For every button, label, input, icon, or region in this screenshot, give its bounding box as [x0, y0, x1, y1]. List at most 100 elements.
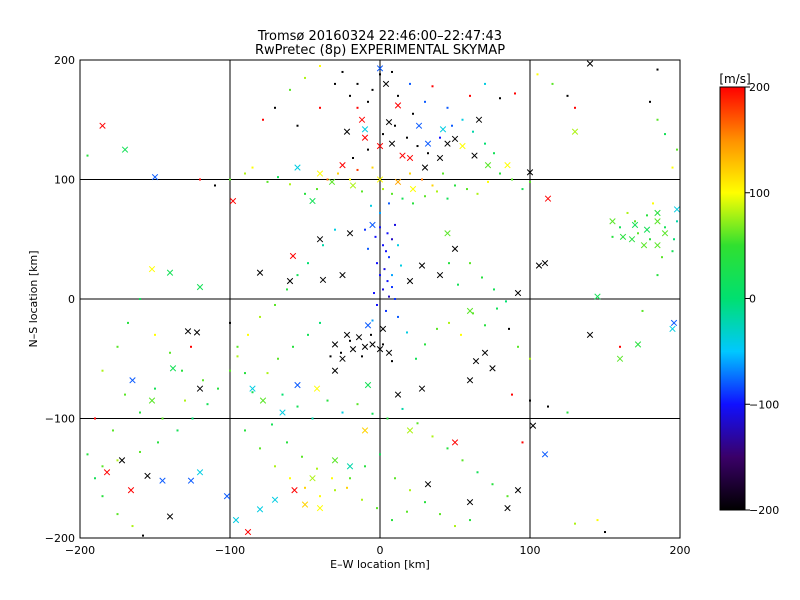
- data-point-dot: [391, 519, 393, 522]
- y-tick-label: 0: [68, 293, 75, 306]
- data-point-dot: [386, 232, 389, 235]
- chart-title: Tromsø 20160324 22:46:00–22:47:43: [257, 29, 502, 44]
- data-point-dot: [190, 345, 192, 348]
- data-point-x: [349, 182, 357, 189]
- data-point-x: [669, 325, 676, 333]
- data-point-dot: [316, 188, 318, 191]
- data-point-x: [339, 355, 346, 362]
- data-point-dot: [244, 172, 246, 175]
- data-point-x: [271, 496, 279, 503]
- data-point-x: [169, 365, 177, 372]
- data-point-dot: [634, 220, 636, 223]
- data-point-x: [406, 154, 414, 162]
- data-point-dot: [521, 441, 524, 444]
- data-point-x: [634, 341, 642, 348]
- data-point-dot: [259, 447, 261, 450]
- data-point-dot: [448, 262, 450, 265]
- data-point-dot: [671, 166, 674, 169]
- data-point-x: [388, 140, 396, 147]
- data-point-dot: [415, 357, 417, 360]
- data-point-dot: [517, 345, 519, 348]
- x-tick-label: −200: [65, 544, 95, 557]
- y-axis-label: N–S location [km]: [27, 250, 40, 347]
- data-point-dot: [86, 154, 89, 157]
- data-point-dot: [101, 369, 104, 372]
- data-point-x: [544, 195, 552, 202]
- data-point-dot: [484, 142, 486, 145]
- data-point-x: [339, 162, 346, 169]
- data-point-x: [436, 154, 444, 162]
- data-point-dot: [262, 118, 264, 121]
- data-point-x: [609, 218, 616, 225]
- data-point-x: [159, 477, 166, 484]
- data-point-x: [466, 377, 474, 384]
- data-point-dot: [491, 483, 494, 486]
- data-point-dot: [281, 393, 284, 396]
- data-point-dot: [394, 477, 396, 480]
- data-point-dot: [596, 519, 599, 522]
- data-point-dot: [356, 106, 359, 109]
- data-point-dot: [101, 465, 104, 468]
- data-point-dot: [367, 100, 369, 103]
- data-point-dot: [476, 192, 479, 195]
- data-point-dot: [367, 148, 369, 151]
- data-point-dot: [551, 82, 554, 85]
- y-axis-ticks: −200 −100 0 100 200: [45, 54, 680, 545]
- data-point-dot: [326, 178, 329, 181]
- data-point-x: [451, 439, 459, 446]
- data-point-x: [346, 230, 354, 237]
- data-point-x: [316, 504, 324, 512]
- data-point-dot: [646, 214, 648, 217]
- data-point-dot: [370, 204, 372, 207]
- data-point-x: [148, 265, 156, 273]
- data-point-x: [504, 162, 511, 169]
- data-point-dot: [349, 178, 351, 181]
- data-point-dot: [364, 228, 366, 231]
- data-point-dot: [307, 262, 309, 265]
- data-point-dot: [112, 429, 114, 432]
- data-point-dot: [251, 391, 254, 394]
- data-point-x: [514, 289, 522, 297]
- x-tick-label: 100: [520, 544, 541, 557]
- data-point-dot: [322, 244, 324, 247]
- data-point-dot: [427, 152, 429, 155]
- data-point-dot: [611, 235, 614, 238]
- data-point-dot: [529, 180, 531, 183]
- data-point-dot: [326, 399, 329, 402]
- chart-subtitle: RwPretec (8p) EXPERIMENTAL SKYMAP: [255, 43, 505, 58]
- data-point-dot: [664, 133, 666, 136]
- data-point-dot: [469, 94, 471, 97]
- data-point-dot: [466, 188, 468, 191]
- plot-grid: [80, 60, 680, 538]
- data-point-dot: [604, 531, 606, 534]
- data-point-x: [586, 331, 594, 339]
- data-point-x: [529, 422, 537, 429]
- data-point-dot: [244, 372, 246, 375]
- data-point-dot: [436, 327, 438, 330]
- data-point-x: [376, 65, 384, 72]
- data-point-dot: [286, 441, 288, 444]
- data-point-dot: [101, 495, 104, 498]
- data-point-dot: [386, 417, 389, 420]
- data-point-dot: [484, 82, 486, 85]
- data-point-dot: [131, 525, 134, 528]
- data-point-dot: [304, 192, 306, 195]
- data-point-x: [541, 451, 549, 458]
- data-point-x: [316, 236, 324, 243]
- data-point-dot: [86, 453, 89, 456]
- data-point-x: [394, 102, 402, 109]
- data-point-x: [436, 271, 444, 279]
- data-point-x: [541, 259, 549, 267]
- data-point-dot: [259, 315, 261, 318]
- data-point-dot: [229, 369, 231, 372]
- data-point-dot: [649, 100, 651, 103]
- data-point-dot: [493, 152, 495, 155]
- data-point-dot: [406, 510, 408, 513]
- data-point-dot: [514, 92, 516, 95]
- data-point-x: [196, 385, 204, 392]
- x-axis-label: E–W location [km]: [330, 558, 430, 571]
- data-point-dot: [334, 82, 336, 85]
- data-point-x: [343, 331, 351, 339]
- data-point-x: [619, 233, 627, 241]
